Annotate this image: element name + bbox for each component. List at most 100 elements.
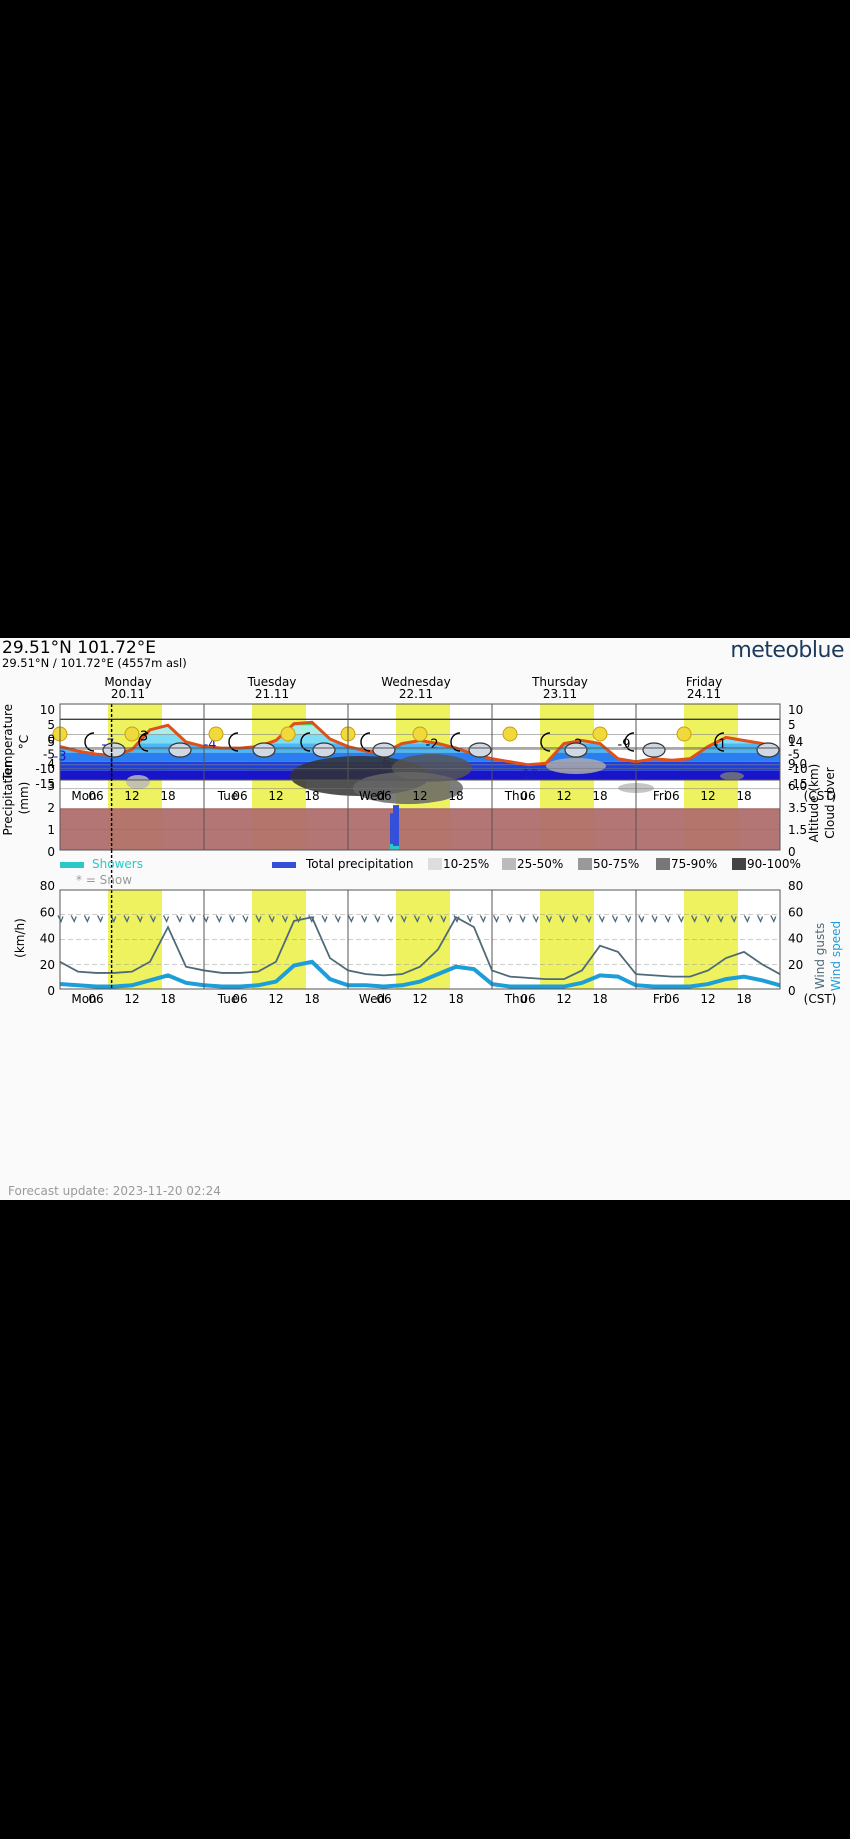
y-tick-label: 20 — [40, 958, 55, 972]
x-tick-label: 06 — [88, 789, 103, 803]
moon-icon — [138, 732, 149, 752]
wind-direction-icon — [730, 915, 737, 924]
cloud-cover-legend-label: 25-50% — [517, 857, 563, 871]
moon-icon — [450, 732, 461, 752]
wind-direction-icon — [83, 915, 91, 924]
wind-direction-icon — [743, 915, 751, 924]
precipitation-bar — [393, 805, 399, 850]
panel-frame — [59, 703, 781, 781]
day-name: Friday — [686, 675, 722, 689]
wind-direction-icon — [242, 915, 249, 924]
cloud-cover-legend-swatch — [428, 858, 442, 870]
cloud-icon — [312, 742, 336, 758]
wind-gusts-line — [59, 916, 781, 980]
precipitation-legend-swatch — [272, 862, 296, 868]
x-tick-label: 06 — [664, 992, 679, 1006]
x-tick-label: Fri — [653, 789, 667, 803]
x-tick-label: Thu — [504, 789, 528, 803]
precipitation-unit-label: (mm) — [17, 782, 31, 815]
meteoblue-logo[interactable]: meteoblue — [730, 638, 844, 663]
wind-direction-icon — [559, 915, 566, 924]
moon-icon — [84, 732, 95, 752]
wind-direction-icon — [770, 915, 777, 924]
wind-direction-icon — [361, 915, 368, 924]
temperature-label: -2 — [426, 737, 439, 752]
temperature-axis-label: Temperature — [1, 704, 15, 781]
wind-axis-label: (km/h) — [13, 918, 27, 958]
forecast-update: Forecast update: 2023-11-20 02:24 — [8, 1184, 221, 1198]
x-tick-label: 18 — [448, 789, 463, 803]
wind-direction-icon — [400, 915, 407, 924]
day-date: 22.11 — [399, 687, 433, 701]
wind-direction-icon — [440, 915, 447, 924]
sun-icon — [676, 726, 692, 742]
y-tick-label-right: 14 — [788, 735, 803, 749]
x-tick-label: 12 — [700, 992, 715, 1006]
y-tick-label-right: 5 — [788, 718, 796, 732]
x-tick-label: 18 — [160, 789, 175, 803]
wind-direction-icon — [413, 915, 421, 924]
x-tick-label: 18 — [592, 992, 607, 1006]
x-tick-label: 18 — [160, 992, 175, 1006]
x-tick-label: 06 — [520, 789, 535, 803]
x-tick-label: Wed — [359, 992, 385, 1006]
day-name: Thursday — [531, 675, 588, 689]
y-tick-label: 80 — [40, 879, 55, 893]
cloud-icon — [372, 742, 396, 758]
x-tick-label: 18 — [592, 789, 607, 803]
wind-direction-icon — [374, 915, 381, 924]
temperature-label: -9 — [618, 737, 631, 752]
y-tick-label: 5 — [47, 718, 55, 732]
x-tick-label: 18 — [736, 789, 751, 803]
x-tick-label: Mon — [71, 992, 96, 1006]
wind-direction-icon — [149, 915, 157, 924]
y-tick-label: 3 — [47, 779, 55, 793]
y-tick-label-right: 9.0 — [788, 757, 807, 771]
day-name: Monday — [104, 675, 151, 689]
location-subtitle: 29.51°N / 101.72°E (4557m asl) — [2, 656, 187, 670]
y-tick-label: 10 — [40, 703, 55, 717]
x-tick-label: 12 — [268, 789, 283, 803]
x-tick-label: Thu — [504, 992, 528, 1006]
wind-direction-icon — [466, 915, 473, 924]
wind-direction-icon — [281, 915, 289, 924]
wind-direction-icon — [387, 915, 394, 924]
wind-direction-icon — [347, 915, 355, 924]
y-tick-label-right: 6.0 — [788, 779, 807, 793]
x-tick-label: Mon — [71, 789, 96, 803]
x-tick-label: 12 — [412, 992, 427, 1006]
altitude-axis-label: Altitude (km) — [807, 764, 821, 843]
x-tick-label: 12 — [556, 992, 571, 1006]
wind-direction-icon — [757, 915, 764, 924]
wind-direction-icon — [268, 915, 275, 924]
x-tick-label: 18 — [304, 992, 319, 1006]
temperature-label: -1 — [714, 737, 727, 752]
x-tick-label: Wed — [359, 789, 385, 803]
cloud-cover-legend-label: 10-25% — [443, 857, 489, 871]
y-tick-label: 40 — [40, 932, 55, 946]
wind-direction-icon — [136, 915, 143, 924]
x-tick-label: 18 — [448, 992, 463, 1006]
y-tick-label: 0 — [47, 733, 55, 747]
wind-direction-icon — [598, 915, 605, 924]
cloud-cover-legend-swatch — [656, 858, 670, 870]
x-tick-label: 12 — [556, 789, 571, 803]
wind-direction-icon — [717, 915, 724, 924]
moon-icon — [624, 732, 635, 752]
wind-direction-icon — [453, 915, 460, 924]
moon-icon — [228, 732, 239, 752]
moon-icon — [360, 732, 371, 752]
wind-direction-icon — [664, 915, 671, 924]
wind-direction-icon — [97, 915, 104, 924]
wind-direction-icon — [611, 915, 619, 924]
cloud-icon — [102, 742, 126, 758]
cloud-cover-area — [126, 775, 150, 789]
wind-direction-icon — [176, 915, 183, 924]
x-tick-label: Tue — [217, 789, 239, 803]
x-tick-label: 06 — [664, 789, 679, 803]
temperature-label: 3 — [140, 729, 148, 744]
y-tick-label: -10 — [35, 762, 55, 776]
wind-direction-icon — [704, 915, 711, 924]
wind-direction-icon — [215, 915, 223, 924]
panel-frame — [59, 747, 781, 851]
